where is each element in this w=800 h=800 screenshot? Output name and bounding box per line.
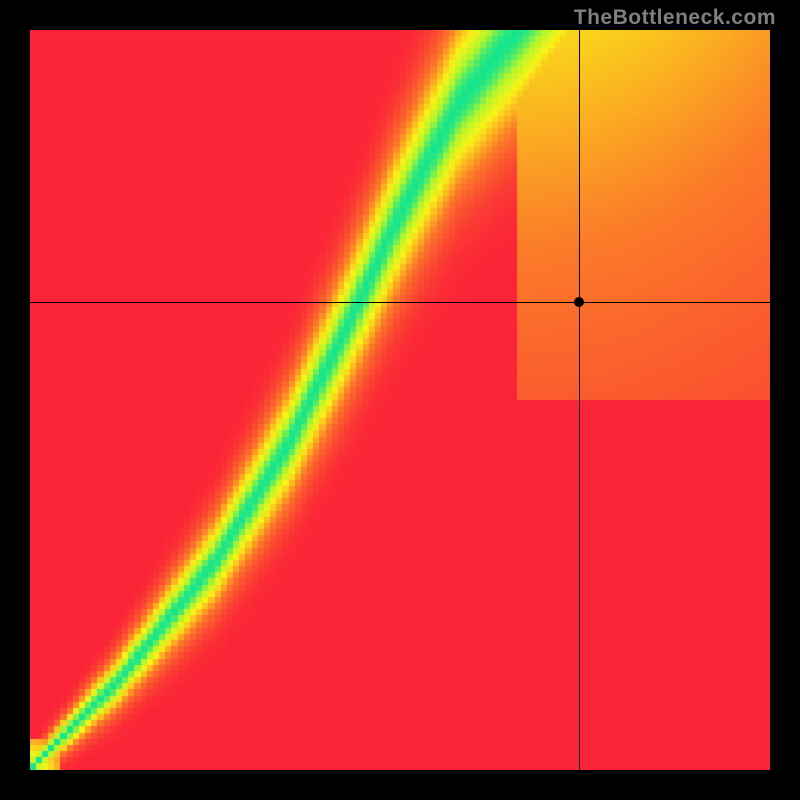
chart-container: TheBottleneck.com — [0, 0, 800, 800]
crosshair-horizontal — [30, 302, 770, 303]
crosshair-vertical — [579, 30, 580, 770]
bottleneck-heatmap — [30, 30, 770, 770]
watermark-text: TheBottleneck.com — [574, 6, 776, 30]
crosshair-marker-dot — [574, 297, 584, 307]
